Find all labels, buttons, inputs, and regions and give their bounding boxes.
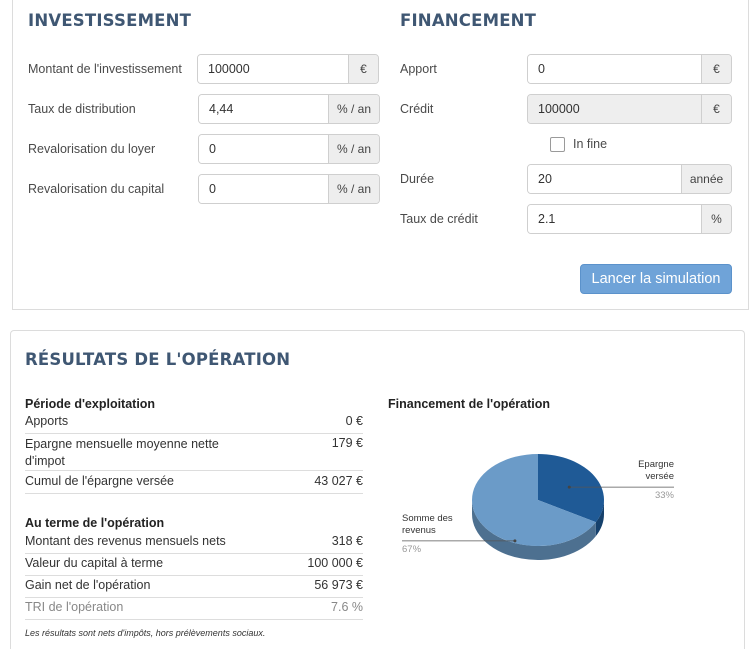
investissement-title: INVESTISSEMENT xyxy=(28,11,192,30)
duree-unit: année xyxy=(681,165,731,193)
simulation-form-panel xyxy=(12,0,749,310)
pie-slice-side xyxy=(472,500,596,560)
pie-label: versée xyxy=(645,471,674,482)
pie-slice xyxy=(538,454,604,523)
duree-input[interactable]: 20 xyxy=(528,165,681,193)
montant-unit: € xyxy=(348,55,378,83)
resultats-title: RÉSULTATS DE L'OPÉRATION xyxy=(25,350,291,369)
taux-credit-field[interactable]: 2.1 % xyxy=(527,204,732,234)
row-label: Montant des revenus mensuels nets xyxy=(25,534,226,548)
pie-percent-label: 33% xyxy=(655,490,675,501)
row-label: Epargne mensuelle moyenne nette d'impot xyxy=(25,437,219,468)
taux-distribution-label: Taux de distribution xyxy=(28,102,136,116)
apport-field[interactable]: 0 € xyxy=(527,54,732,84)
apport-unit: € xyxy=(701,55,731,83)
credit-field: 100000 € xyxy=(527,94,732,124)
revalorisation-loyer-field[interactable]: 0 % / an xyxy=(198,134,380,164)
terme-title: Au terme de l'opération xyxy=(25,516,165,530)
table-row: Gain net de l'opération 56 973 € xyxy=(25,578,363,598)
table-row: Montant des revenus mensuels nets 318 € xyxy=(25,534,363,554)
row-value: 43 027 € xyxy=(314,474,363,488)
table-row: TRI de l'opération 7.6 % xyxy=(25,600,363,620)
credit-input: 100000 xyxy=(528,95,701,123)
lancer-simulation-button[interactable]: Lancer la simulation xyxy=(580,264,732,294)
credit-label: Crédit xyxy=(400,102,434,116)
financement-title: FINANCEMENT xyxy=(400,11,537,30)
row-value: 0 € xyxy=(345,414,363,428)
revalorisation-capital-label: Revalorisation du capital xyxy=(28,182,165,196)
apport-label: Apport xyxy=(400,62,437,76)
revalorisation-capital-input[interactable]: 0 xyxy=(199,175,328,203)
pie-label: Epargne xyxy=(638,459,674,470)
row-label: Gain net de l'opération xyxy=(25,578,151,592)
in-fine-checkbox[interactable] xyxy=(550,137,565,152)
revalorisation-loyer-input[interactable]: 0 xyxy=(199,135,328,163)
pie-slice xyxy=(472,454,596,546)
row-value: 179 € xyxy=(331,436,363,450)
in-fine-label: In fine xyxy=(573,137,608,151)
chart-title: Financement de l'opération xyxy=(388,397,551,411)
pie-slice-side xyxy=(595,500,604,537)
apport-input[interactable]: 0 xyxy=(528,55,701,83)
table-row: Valeur du capital à terme 100 000 € xyxy=(25,556,363,576)
pie-leader-dot xyxy=(567,485,571,489)
montant-label: Montant de l'investissement xyxy=(28,62,182,76)
taux-distribution-field[interactable]: 4,44 % / an xyxy=(198,94,380,124)
table-row: Epargne mensuelle moyenne nette d'impot … xyxy=(25,436,363,471)
row-value: 100 000 € xyxy=(307,556,363,570)
row-label: Apports xyxy=(25,414,69,428)
taux-credit-label: Taux de crédit xyxy=(400,212,478,226)
revalorisation-loyer-unit: % / an xyxy=(328,135,379,163)
duree-field[interactable]: 20 année xyxy=(527,164,732,194)
pie-label: Somme des xyxy=(402,513,453,524)
duree-label: Durée xyxy=(400,172,435,186)
taux-credit-unit: % xyxy=(701,205,731,233)
row-label: Valeur du capital à terme xyxy=(25,556,164,570)
credit-unit: € xyxy=(701,95,731,123)
revalorisation-loyer-label: Revalorisation du loyer xyxy=(28,142,156,156)
revalorisation-capital-unit: % / an xyxy=(328,175,379,203)
pie-leader-dot xyxy=(513,539,517,543)
revalorisation-capital-field[interactable]: 0 % / an xyxy=(198,174,380,204)
taux-distribution-input[interactable]: 4,44 xyxy=(199,95,328,123)
montant-field[interactable]: 100000 € xyxy=(197,54,379,84)
row-label: TRI de l'opération xyxy=(25,600,124,614)
results-panel xyxy=(10,330,745,649)
periode-title: Période d'exploitation xyxy=(25,397,156,411)
pie-percent-label: 67% xyxy=(402,544,422,555)
row-value: 56 973 € xyxy=(314,578,363,592)
pie-label: revenus xyxy=(402,525,436,536)
taux-credit-input[interactable]: 2.1 xyxy=(528,205,701,233)
row-value: 318 € xyxy=(331,534,363,548)
row-label: Cumul de l'épargne versée xyxy=(25,474,174,488)
table-row: Cumul de l'épargne versée 43 027 € xyxy=(25,474,363,494)
montant-input[interactable]: 100000 xyxy=(198,55,348,83)
row-value: 7.6 % xyxy=(331,600,363,614)
results-footnote: Les résultats sont nets d'impôts, hors p… xyxy=(25,628,266,638)
taux-distribution-unit: % / an xyxy=(328,95,379,123)
table-row: Apports 0 € xyxy=(25,414,363,434)
